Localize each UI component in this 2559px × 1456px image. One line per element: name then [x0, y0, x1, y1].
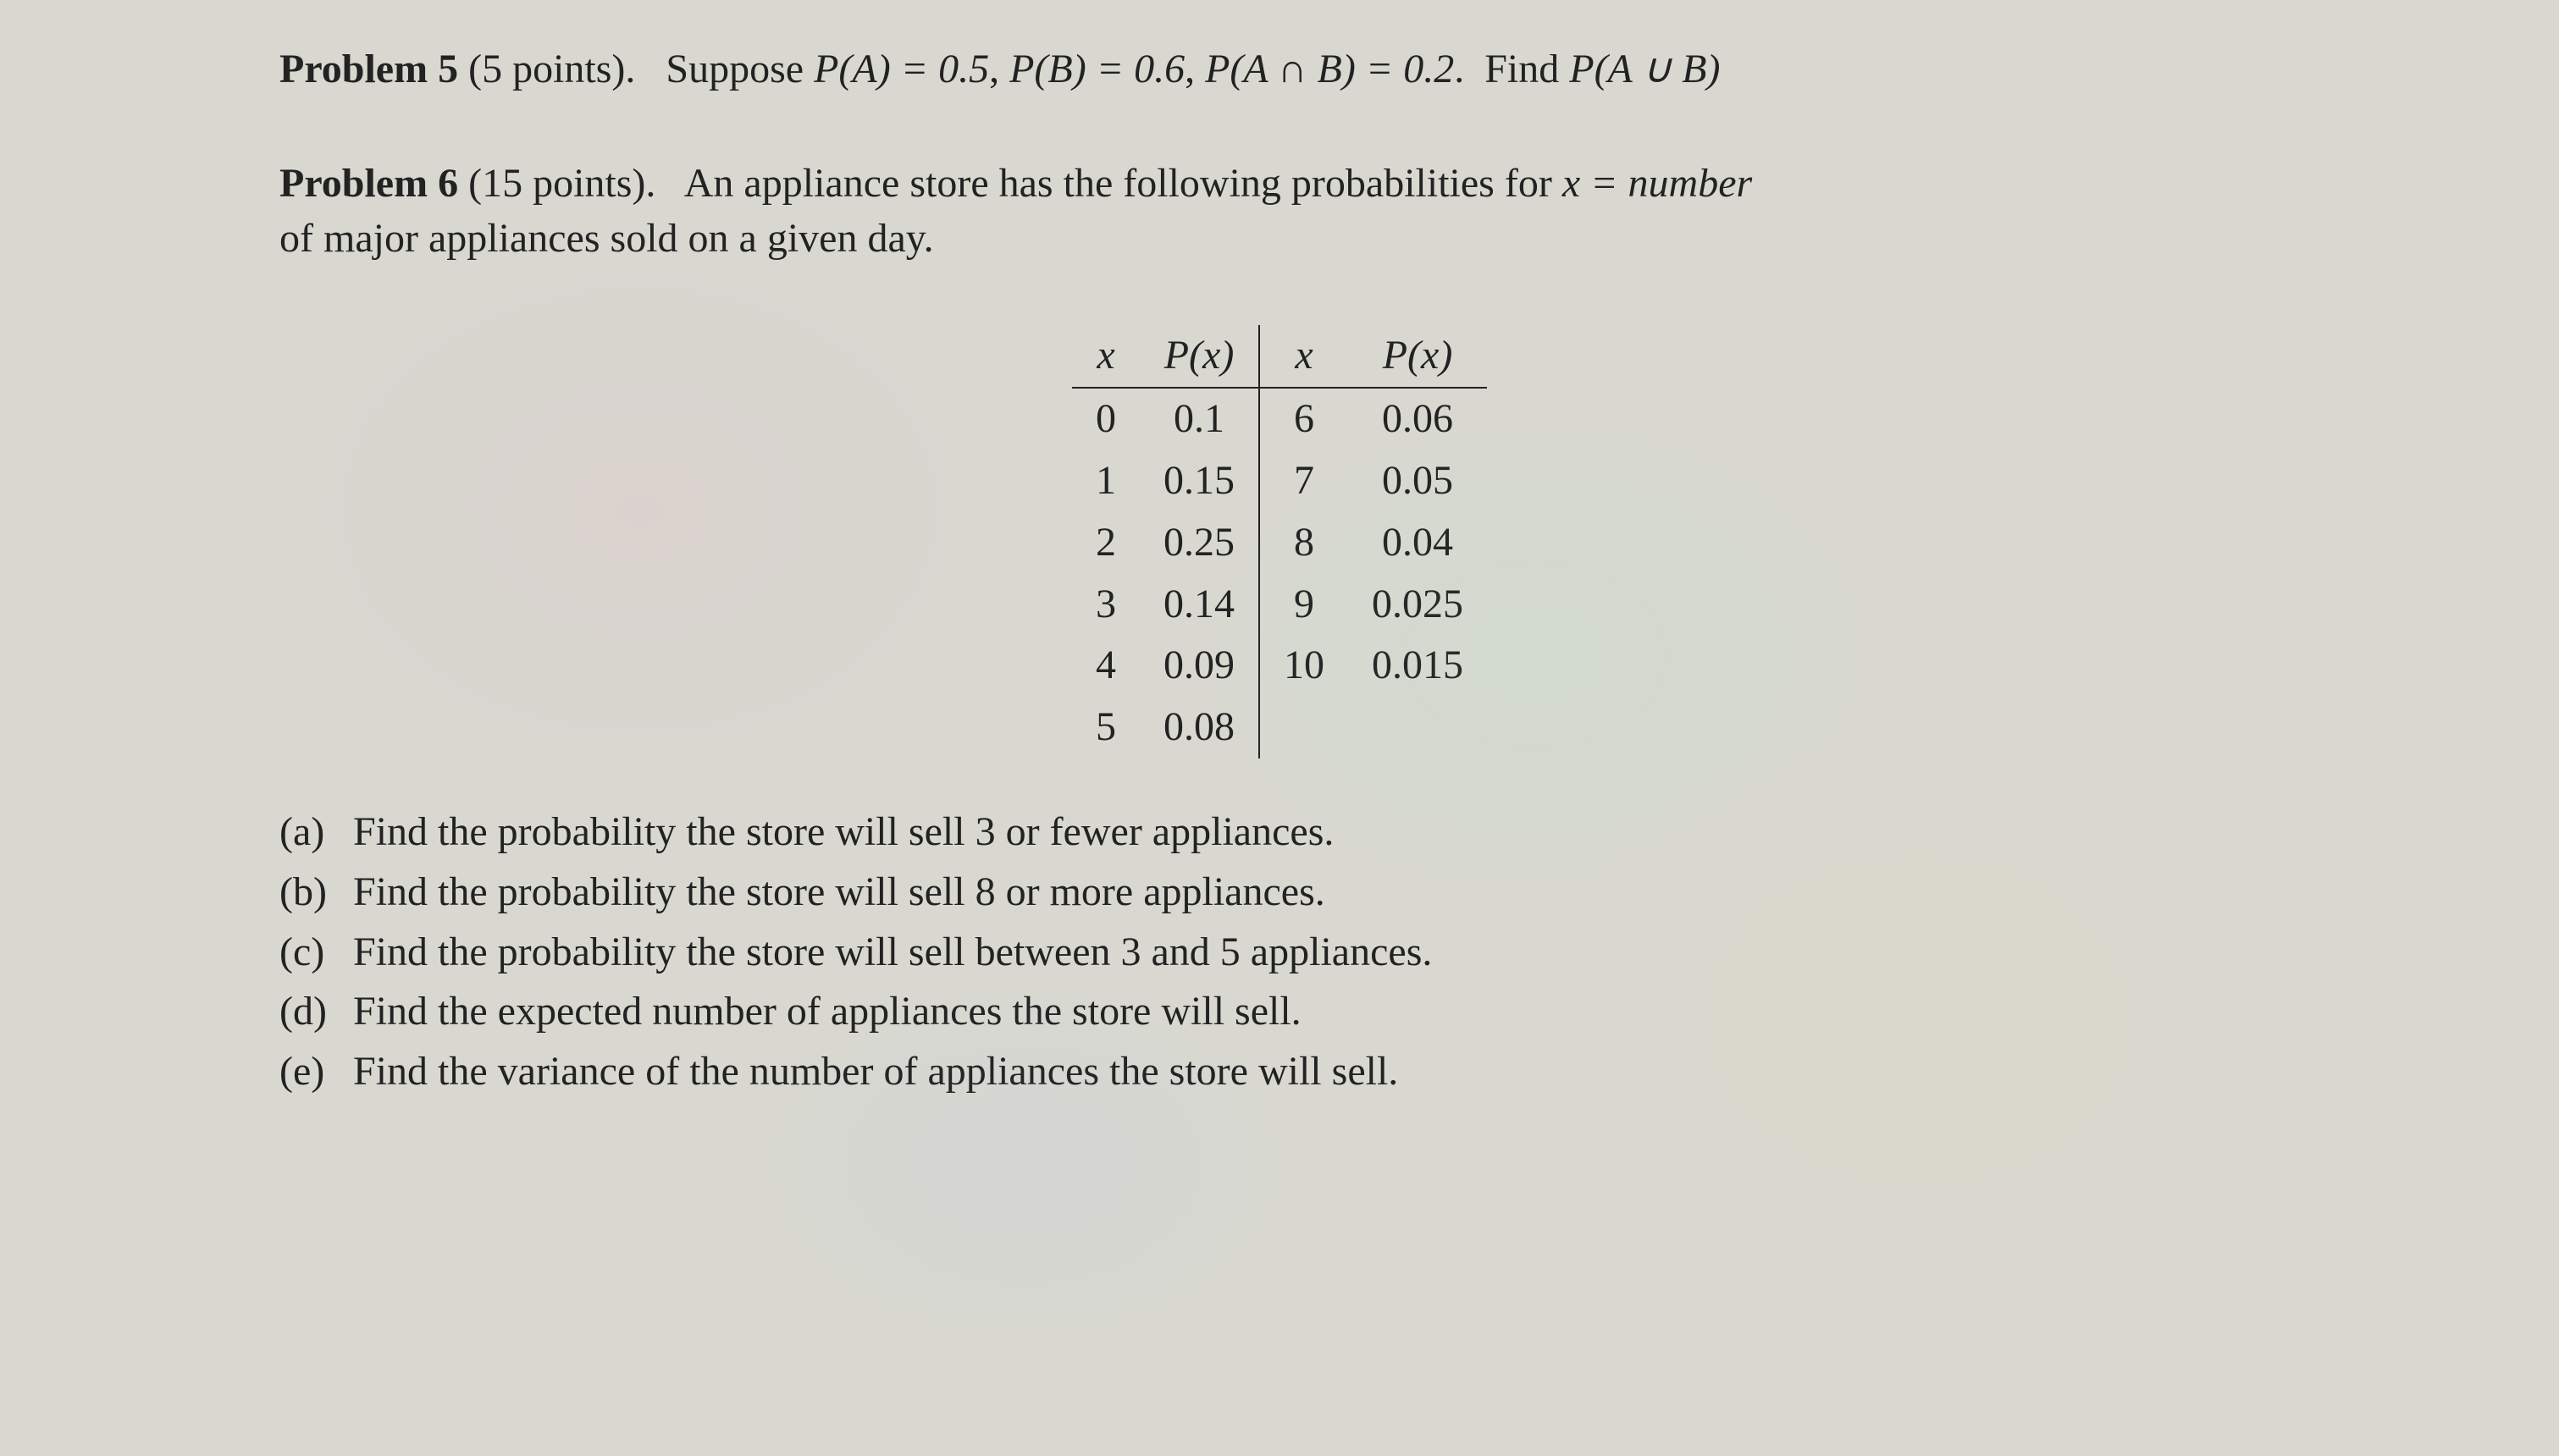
table-header-row: x P(x) x P(x) [1072, 325, 1487, 388]
probability-table: x P(x) x P(x) 0 0.1 6 0.06 1 0.15 7 0.05… [1072, 325, 1487, 758]
cell-x: 7 [1259, 450, 1348, 512]
header-px-left: P(x) [1140, 325, 1259, 388]
table-row: 3 0.14 9 0.025 [1072, 574, 1487, 636]
part-text: Find the probability the store will sell… [353, 809, 1334, 854]
cell-p: 0.015 [1348, 635, 1487, 697]
table-row: 1 0.15 7 0.05 [1072, 450, 1487, 512]
x-equals-number: x = number [1562, 161, 1752, 206]
cell-x: 9 [1259, 574, 1348, 636]
part-text: Find the probability the store will sell… [353, 929, 1432, 974]
cell-x: 3 [1072, 574, 1140, 636]
part-text: Find the variance of the number of appli… [353, 1049, 1398, 1094]
table-row: 0 0.1 6 0.06 [1072, 388, 1487, 450]
cell-p: 0.25 [1140, 512, 1259, 574]
part-text: Find the probability the store will sell… [353, 869, 1325, 914]
part-c: (c) Find the probability the store will … [279, 925, 2280, 980]
cell-x: 0 [1072, 388, 1140, 450]
problem-6-points: (15 points). [468, 161, 655, 206]
part-label: (a) [279, 805, 343, 860]
problem-5-find: Find [1484, 47, 1569, 91]
problem-6-text2: of major appliances sold on a given day. [279, 216, 934, 261]
p-of-a-intersect-b: P(A ∩ B) = 0.2 [1205, 47, 1454, 91]
cell-p: 0.05 [1348, 450, 1487, 512]
cell-p: 0.14 [1140, 574, 1259, 636]
part-b: (b) Find the probability the store will … [279, 865, 2280, 920]
part-label: (d) [279, 984, 343, 1040]
problem-6-intro: Problem 6 (15 points). An appliance stor… [279, 157, 2280, 267]
table-row: 5 0.08 [1072, 697, 1487, 758]
problem-6-text1: An appliance store has the following pro… [684, 161, 1562, 206]
header-px-right: P(x) [1348, 325, 1487, 388]
problem-5-head: Problem 5 [279, 47, 458, 91]
cell-x: 2 [1072, 512, 1140, 574]
problem-5: Problem 5 (5 points). Suppose P(A) = 0.5… [279, 42, 2280, 97]
cell-p: 0.04 [1348, 512, 1487, 574]
part-text: Find the expected number of appliances t… [353, 989, 1302, 1034]
p-of-a-union-b: P(A ∪ B) [1569, 47, 1720, 91]
part-label: (b) [279, 865, 343, 920]
header-x-right: x [1259, 325, 1348, 388]
table-row: 4 0.09 10 0.015 [1072, 635, 1487, 697]
cell-p: 0.09 [1140, 635, 1259, 697]
cell-p: 0.15 [1140, 450, 1259, 512]
p-of-a: P(A) = 0.5 [814, 47, 989, 91]
problem-5-text-before: Suppose [666, 47, 814, 91]
p-of-b: P(B) = 0.6 [1009, 47, 1185, 91]
probability-table-wrap: x P(x) x P(x) 0 0.1 6 0.06 1 0.15 7 0.05… [279, 325, 2280, 758]
problem-6-parts: (a) Find the probability the store will … [279, 805, 2280, 1100]
part-label: (c) [279, 925, 343, 980]
part-label: (e) [279, 1045, 343, 1100]
header-x-left: x [1072, 325, 1140, 388]
cell-p: 0.1 [1140, 388, 1259, 450]
part-a: (a) Find the probability the store will … [279, 805, 2280, 860]
cell-x-empty [1259, 697, 1348, 758]
cell-p: 0.025 [1348, 574, 1487, 636]
part-e: (e) Find the variance of the number of a… [279, 1045, 2280, 1100]
cell-x: 10 [1259, 635, 1348, 697]
cell-x: 4 [1072, 635, 1140, 697]
part-d: (d) Find the expected number of applianc… [279, 984, 2280, 1040]
cell-p-empty [1348, 697, 1487, 758]
cell-x: 8 [1259, 512, 1348, 574]
cell-p: 0.08 [1140, 697, 1259, 758]
problem-6-head: Problem 6 [279, 161, 458, 206]
cell-x: 1 [1072, 450, 1140, 512]
cell-x: 5 [1072, 697, 1140, 758]
table-row: 2 0.25 8 0.04 [1072, 512, 1487, 574]
cell-p: 0.06 [1348, 388, 1487, 450]
cell-x: 6 [1259, 388, 1348, 450]
problem-5-points: (5 points). [468, 47, 635, 91]
